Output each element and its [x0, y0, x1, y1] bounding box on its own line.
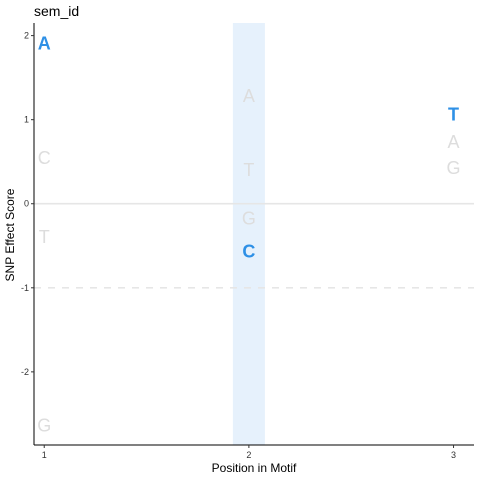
- y-tick-label-3: 1: [24, 115, 29, 125]
- y-axis-title: SNP Effect Score: [3, 188, 17, 281]
- x-tick-label-0: 1: [42, 450, 47, 460]
- x-tick-label-1: 2: [246, 450, 251, 460]
- letter-point-0: A: [38, 34, 51, 54]
- letter-point-2: T: [39, 227, 50, 247]
- y-tick-label-4: 2: [24, 31, 29, 41]
- letter-point-1: C: [38, 148, 51, 168]
- letter-point-8: T: [448, 104, 459, 124]
- letter-point-7: C: [242, 241, 255, 261]
- x-axis-title: Position in Motif: [212, 461, 297, 475]
- highlight-band: [232, 23, 265, 445]
- letter-point-5: T: [243, 160, 254, 180]
- y-tick-label-0: -2: [21, 367, 29, 377]
- letter-point-6: G: [242, 209, 256, 229]
- letter-point-4: A: [243, 86, 255, 106]
- letter-point-3: G: [37, 415, 51, 435]
- x-tick-label-2: 3: [451, 450, 456, 460]
- letter-point-10: G: [447, 158, 461, 178]
- letter-point-9: A: [448, 132, 460, 152]
- chart-title: sem_id: [34, 3, 79, 19]
- y-tick-label-2: 0: [24, 199, 29, 209]
- y-tick-label-1: -1: [21, 283, 29, 293]
